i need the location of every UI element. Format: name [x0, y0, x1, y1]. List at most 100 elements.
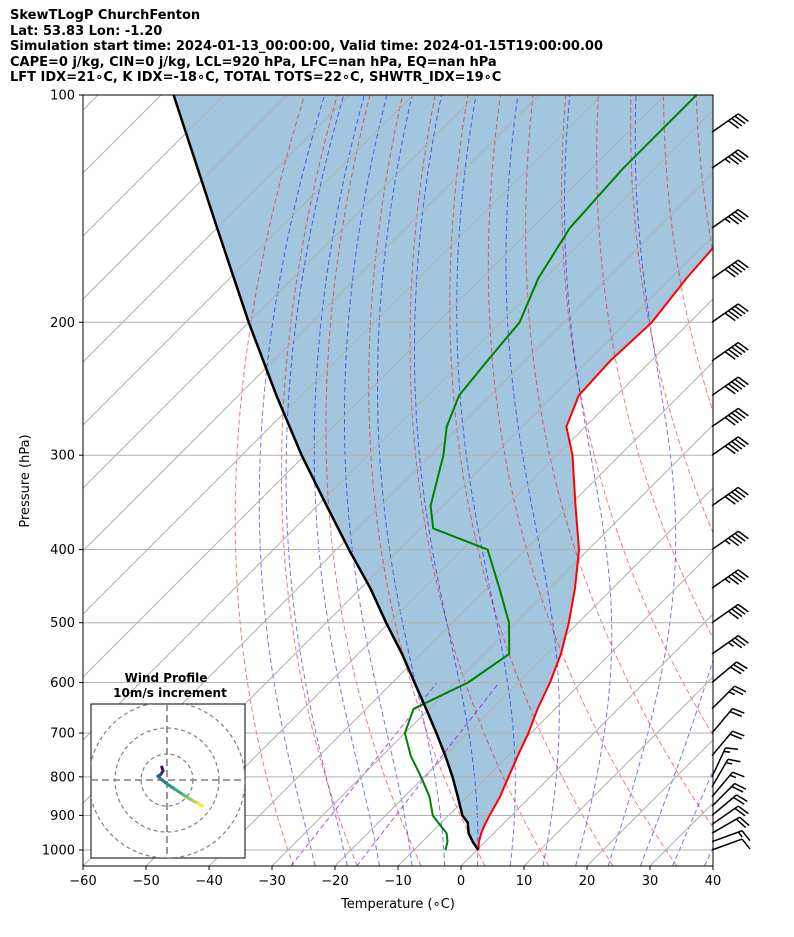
wind-barb-half-flag [724, 578, 731, 584]
x-tick-label: 0 [457, 874, 465, 889]
time-line: Simulation start time: 2024-01-13_00:00:… [10, 39, 603, 54]
wind-barb [711, 376, 749, 397]
hodograph-segment [165, 782, 177, 791]
wind-barb [711, 603, 749, 624]
hodograph-frame [90, 703, 246, 859]
wind-barb [711, 303, 749, 323]
wind-barb-flag [734, 532, 746, 542]
moist-adiabat [344, 95, 413, 866]
y-tick-label: 300 [50, 449, 75, 464]
wind-barb-flag [732, 730, 745, 737]
index-line: LFT IDX=21∘C, K IDX=-18∘C, TOTAL TOTS=22… [10, 70, 502, 85]
wind-barb-flag [727, 493, 739, 503]
wind-barb-half-flag [727, 641, 734, 647]
location-line: Lat: 53.83 Lon: -1.20 [10, 23, 163, 39]
wind-barb-flag [731, 639, 743, 649]
y-tick-label: 100 [50, 89, 75, 104]
wind-barb-flag [734, 378, 746, 388]
moist-adiabat [505, 95, 560, 866]
wind-barb-flag [727, 266, 739, 276]
isotherm-gridline [83, 95, 414, 426]
x-tick-label: −60 [69, 874, 96, 889]
mixing-ratio-line [290, 682, 438, 866]
wind-barb-flag [734, 151, 746, 161]
dewpoint-profile-line [403, 95, 698, 851]
isotherm-gridline [83, 109, 713, 741]
y-axis-label: Pressure (hPa) [18, 434, 33, 527]
wind-barb-staff [711, 149, 739, 169]
wind-barb-flag [734, 115, 746, 125]
y-tick-label: 700 [50, 727, 75, 742]
y-tick-label: 1000 [42, 844, 75, 859]
wind-barb-flag [741, 830, 751, 842]
wind-barb-flag [729, 666, 742, 675]
wind-barb-flag [739, 816, 750, 827]
wind-barb [711, 259, 749, 280]
isotherm-gridline [460, 613, 713, 866]
wind-barb-flag [736, 794, 748, 803]
wind-barb-flag [734, 305, 746, 315]
wind-barb-half-flag [728, 691, 735, 696]
moist-adiabat [258, 95, 326, 866]
wind-barb [711, 782, 747, 807]
wind-barb [711, 685, 747, 710]
wind-barbs-layer [711, 113, 751, 851]
cape-cin-shading [173, 95, 713, 850]
wind-barb-flag [724, 385, 736, 395]
wind-barb-flag [734, 410, 746, 419]
wind-barb-flag [734, 489, 746, 498]
dry-adiabat [561, 95, 713, 737]
wind-barb-flag [727, 215, 739, 225]
wind-barb-staff [711, 830, 743, 843]
wind-barb [711, 635, 749, 655]
wind-barb-staff [711, 603, 739, 624]
wind-barb-flag [731, 535, 743, 544]
moist-adiabat [607, 95, 677, 866]
dry-adiabat [234, 95, 306, 866]
wind-barb-flag [731, 213, 743, 223]
moist-adiabat [377, 95, 446, 866]
wind-barb-staff [711, 758, 729, 788]
wind-barb-staff [711, 794, 737, 817]
dry-adiabat [596, 95, 713, 640]
wind-barb [711, 838, 751, 851]
isotherm-gridline [334, 487, 713, 866]
wind-barb-flag [737, 530, 749, 540]
dry-adiabat [487, 95, 678, 866]
hodograph-segment [173, 787, 185, 796]
wind-barb-flag [731, 117, 743, 127]
wind-barb-half-flag [724, 218, 731, 224]
dry-adiabat [663, 95, 713, 414]
wind-barb [711, 113, 749, 133]
wind-barb-flag [727, 383, 739, 393]
wind-barb [711, 771, 745, 798]
wind-barb-flag [727, 443, 739, 452]
wind-barb-flag [724, 445, 736, 455]
wind-barb-flag [734, 438, 746, 448]
wind-barb-flag [736, 661, 748, 670]
isotherm-gridline [83, 95, 351, 363]
wind-barb [711, 208, 749, 229]
wind-barb [711, 816, 750, 834]
wind-barb-flag [737, 407, 749, 417]
wind-barb [711, 758, 741, 788]
wind-barb-staff [711, 783, 736, 807]
wind-barb-flag [724, 495, 736, 505]
wind-barb-flag [729, 710, 743, 717]
axis-ticks-layer: −60 −50 −40 −30 −20 −10 0 10 20 30 40 100 200 300 400 5… [42, 89, 721, 890]
wind-barb-flag [731, 412, 743, 422]
dry-adiabat [409, 95, 550, 866]
isotherm-gridline [776, 95, 794, 866]
wind-barb [711, 530, 749, 551]
dry-adiabat [281, 95, 358, 866]
x-tick-label: 10 [516, 874, 533, 889]
chart-header: SkewTLogP ChurchFenton Lat: 53.83 Lon: -… [10, 8, 790, 86]
wind-barb-half-flag [723, 750, 731, 753]
wind-barb-flag [737, 376, 749, 386]
wind-barb-flag [732, 771, 745, 778]
wind-barb [711, 830, 751, 843]
wind-barb-flag [729, 733, 743, 740]
x-tick-label: 40 [705, 874, 722, 889]
moist-adiabat [313, 95, 380, 866]
